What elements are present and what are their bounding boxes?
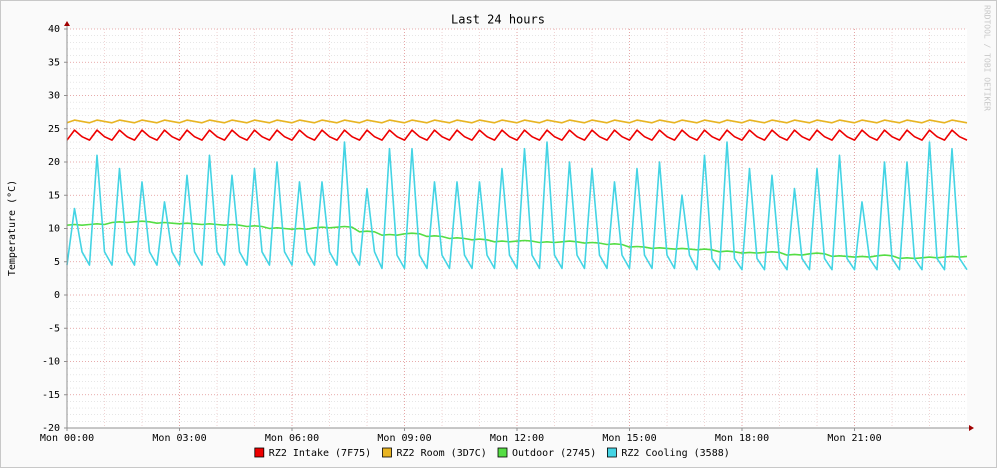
legend-label: Outdoor (2745) — [512, 448, 596, 459]
lines — [66, 119, 968, 271]
y-axis-label: Temperature (°C) — [7, 180, 18, 276]
y-tick-label: 10 — [48, 224, 60, 235]
x-axis-arrow — [969, 425, 974, 431]
legend-label: RZ2 Intake (7F75) — [269, 448, 371, 459]
series-line — [66, 141, 968, 271]
legend-swatch — [497, 447, 508, 458]
legend-label: RZ2 Cooling (3588) — [621, 448, 729, 459]
legend-swatch — [254, 447, 265, 458]
legend-swatch — [382, 447, 392, 458]
y-tick-label: 15 — [48, 190, 60, 201]
y-tick-label: 30 — [48, 91, 60, 102]
y-tick-label: 25 — [48, 124, 60, 135]
x-tick-label: Mon 12:00 — [490, 433, 544, 444]
x-tick-label: Mon 18:00 — [715, 433, 769, 444]
y-tick-label: -10 — [42, 357, 60, 368]
y-tick-label: -15 — [42, 390, 60, 401]
y-tick-label: -20 — [42, 423, 60, 434]
y-axis-arrow — [64, 21, 70, 26]
series-line — [66, 129, 968, 141]
chart-title: Last 24 hours — [451, 13, 545, 27]
grid — [66, 28, 967, 429]
legend-label: RZ2 Room (3D7C) — [397, 448, 487, 459]
x-tick-label: Mon 09:00 — [377, 433, 431, 444]
x-tick-label: Mon 06:00 — [265, 433, 319, 444]
x-tick-label: Mon 15:00 — [602, 433, 656, 444]
y-tick-label: 40 — [48, 24, 60, 35]
y-tick-label: 35 — [48, 57, 60, 68]
x-tick-label: Mon 21:00 — [827, 433, 881, 444]
legend: RZ2 Intake (7F75) RZ2 Room (3D7C) Outdoor … — [254, 447, 730, 459]
series-line — [66, 119, 968, 124]
legend-swatch — [607, 447, 617, 458]
x-tick-label: Mon 00:00 — [40, 433, 94, 444]
series-line — [66, 220, 968, 260]
x-tick-label: Mon 03:00 — [152, 433, 206, 444]
axes: -20 -15 -10 -5 0 5 10 15 20 25 30 35 40 Mon 00:00 Mon … — [40, 21, 974, 444]
y-tick-label: -5 — [48, 323, 60, 334]
y-tick-label: 0 — [54, 290, 60, 301]
y-tick-label: 5 — [54, 257, 60, 268]
y-tick-label: 20 — [48, 157, 60, 168]
watermark: RRDTOOL / TOBI OETIKER — [983, 5, 992, 111]
